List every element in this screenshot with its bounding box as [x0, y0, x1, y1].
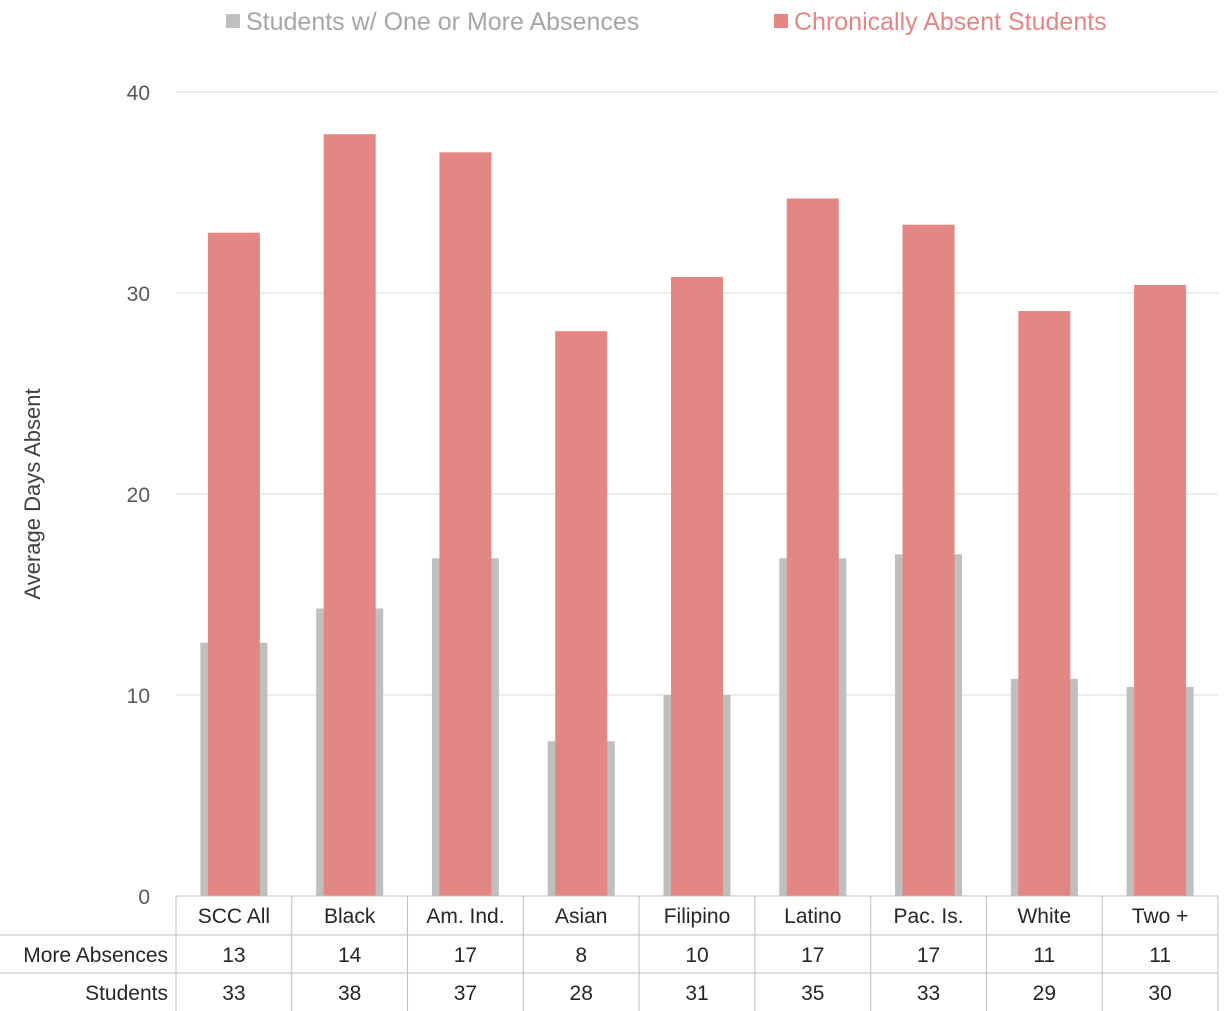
- table-cell-value: 14: [338, 944, 362, 967]
- table-cell-value: 28: [570, 982, 593, 1005]
- table-cell-value: 10: [685, 944, 708, 967]
- y-tick-label: 10: [127, 685, 150, 708]
- x-category-label: SCC All: [198, 905, 270, 928]
- x-category-label: Two +: [1132, 905, 1189, 928]
- x-category-label: Asian: [555, 905, 608, 928]
- legend-label-series-1: Students w/ One or More Absences: [246, 8, 640, 36]
- bar-series-2: [902, 224, 955, 896]
- table-cell-value: 8: [575, 944, 587, 967]
- table-cell-value: 17: [454, 944, 477, 967]
- table-cell-value: 17: [801, 944, 824, 967]
- y-tick-label: 30: [127, 283, 150, 306]
- table-cell-value: 13: [222, 944, 245, 967]
- table-cell-value: 29: [1033, 982, 1056, 1005]
- bar-series-2: [1134, 284, 1187, 897]
- legend-item-series-2: Chronically Absent Students: [774, 8, 1107, 37]
- table-cell-value: 11: [1033, 944, 1055, 967]
- x-category-label: Filipino: [664, 905, 731, 928]
- table-cell-value: 11: [1149, 944, 1171, 967]
- bar-series-2: [323, 134, 376, 896]
- y-tick-label: 40: [127, 82, 150, 105]
- table-cell-value: 33: [222, 982, 245, 1005]
- table-cell-value: 17: [917, 944, 940, 967]
- x-category-label: Am. Ind.: [426, 905, 504, 928]
- table-row-label: Students: [85, 982, 168, 1005]
- chart-legend: Students w/ One or More Absences Chronic…: [0, 4, 1224, 44]
- bar-series-2: [439, 152, 492, 897]
- legend-item-series-1: Students w/ One or More Absences: [226, 8, 639, 37]
- x-category-label: Latino: [784, 905, 841, 928]
- y-tick-label: 20: [127, 484, 150, 507]
- x-category-label: White: [1017, 905, 1071, 928]
- bar-series-2: [1018, 311, 1071, 897]
- bar-series-2: [207, 232, 260, 896]
- table-cell-value: 33: [917, 982, 940, 1005]
- table-cell-value: 31: [685, 982, 708, 1005]
- bar-series-2: [671, 276, 723, 896]
- x-category-label: Black: [324, 905, 376, 928]
- bar-series-2: [555, 331, 608, 896]
- y-tick-label: 0: [138, 886, 150, 909]
- table-cell-value: 37: [454, 982, 477, 1005]
- bar-series-2: [786, 198, 839, 896]
- table-cell-value: 38: [338, 982, 361, 1005]
- table-cell-value: 35: [801, 982, 824, 1005]
- legend-label-series-2: Chronically Absent Students: [794, 8, 1107, 36]
- legend-swatch-series-2: [774, 14, 788, 28]
- legend-swatch-series-1: [226, 14, 240, 28]
- table-cell-value: 30: [1148, 982, 1171, 1005]
- table-row-label: More Absences: [23, 944, 168, 967]
- x-category-label: Pac. Is.: [894, 905, 964, 928]
